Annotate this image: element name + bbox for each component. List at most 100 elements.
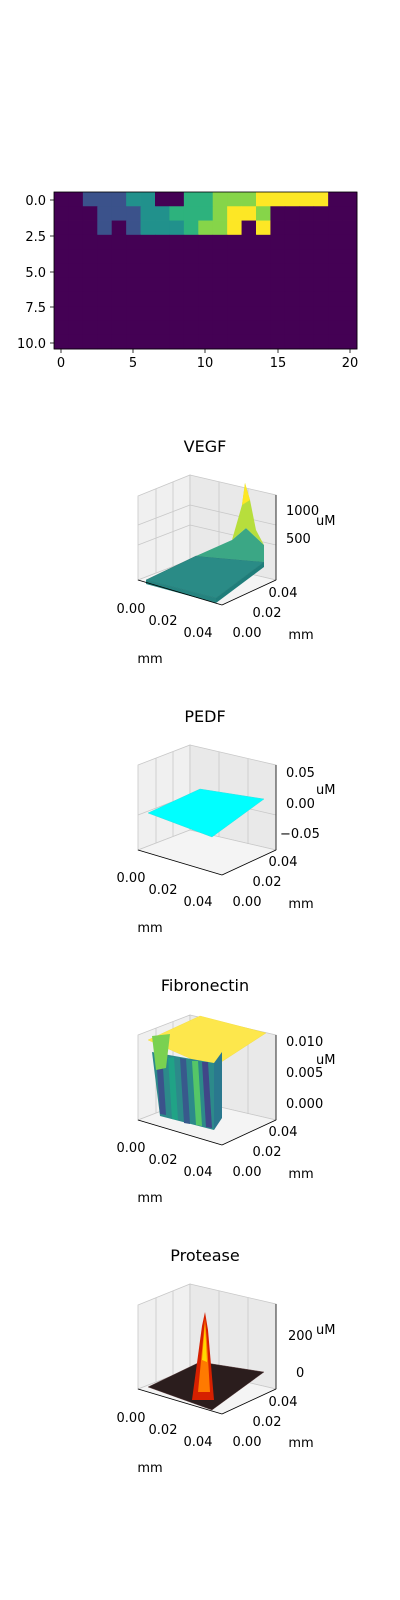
heatmap-cell <box>256 249 271 264</box>
heatmap-cell <box>241 249 257 264</box>
heatmap-cell <box>140 206 156 221</box>
heatmap-cell <box>328 192 343 207</box>
heatmap-cell <box>212 263 228 279</box>
heatmap-cell <box>111 277 127 293</box>
heatmap-cell <box>227 234 242 250</box>
heatmap-frame <box>53 191 358 350</box>
heatmap-cell <box>198 249 214 264</box>
heatmap-cell <box>299 192 315 207</box>
heatmap-cell <box>227 277 242 293</box>
heatmap-cell <box>97 220 113 236</box>
heatmap-cell <box>328 263 343 279</box>
protease-xlabel: mm <box>137 1461 162 1476</box>
pedf-x-tick-label: 0.02 <box>149 883 178 898</box>
heatmap-cell <box>256 192 271 207</box>
heatmap-cell <box>169 263 185 279</box>
heatmap-cell <box>313 220 329 236</box>
heatmap-cell <box>68 334 84 350</box>
heatmap-cell <box>126 249 141 264</box>
heatmap-cell <box>342 291 358 307</box>
pedf-axis-lines <box>137 765 277 876</box>
fibronectin-z-tick-label: 0.000 <box>286 1097 323 1112</box>
heatmap-cell <box>284 263 300 279</box>
vegf-z-tick-label: 1000 <box>286 504 319 519</box>
heatmap-cell <box>227 192 242 207</box>
heatmap-cell <box>284 320 300 336</box>
heatmap-cell <box>241 306 257 321</box>
heatmap-cell <box>97 320 113 336</box>
heatmap-cell <box>328 334 343 350</box>
heatmap-cell <box>284 206 300 221</box>
vegf-x-tick-label: 0.04 <box>184 626 213 641</box>
heatmap-cell <box>328 249 343 264</box>
heatmap-cell <box>82 220 98 236</box>
heatmap-cell <box>68 249 84 264</box>
heatmap-cell <box>82 334 98 350</box>
heatmap-cell <box>241 234 257 250</box>
heatmap-cell <box>284 306 300 321</box>
heatmap-cell <box>313 206 329 221</box>
heatmap-cell <box>82 206 98 221</box>
heatmap-cell <box>54 334 69 350</box>
vegf-x-tick-label: 0.00 <box>117 602 146 617</box>
heatmap-cell <box>256 291 271 307</box>
heatmap-cell <box>54 277 69 293</box>
heatmap-cell <box>342 192 358 207</box>
heatmap-cell <box>198 291 214 307</box>
heatmap-cell <box>270 334 286 350</box>
heatmap-cell <box>183 277 199 293</box>
heatmap-cell <box>82 249 98 264</box>
heatmap-cell <box>241 263 257 279</box>
fibronectin-y-tick-label: 0.00 <box>233 1165 262 1180</box>
heatmap-cell <box>212 334 228 350</box>
vegf-ylabel: mm <box>288 628 313 643</box>
pedf-xlabel: mm <box>137 921 162 936</box>
vegf-zlabel: uM <box>316 514 335 529</box>
heatmap-cell <box>270 320 286 336</box>
vegf-axis-lines <box>137 495 277 606</box>
heatmap-cell <box>140 192 156 207</box>
heatmap-cell <box>212 249 228 264</box>
heatmap-cell <box>227 206 242 221</box>
vegf-x-tick-label: 0.02 <box>149 614 178 629</box>
fibronectin-surface <box>147 1015 267 1130</box>
heatmap-cell <box>198 234 214 250</box>
heatmap-cell <box>155 334 170 350</box>
heatmap-x-tick-label: 0 <box>57 356 65 371</box>
fibronectin-y-tick-label: 0.02 <box>253 1145 282 1160</box>
heatmap-cell <box>313 263 329 279</box>
heatmap-cell <box>328 306 343 321</box>
heatmap-cell <box>313 320 329 336</box>
vegf-y-tick-label: 0.04 <box>269 586 298 601</box>
fibronectin-y-tick-label: 0.04 <box>269 1125 298 1140</box>
heatmap-cell <box>212 220 228 236</box>
heatmap-cell <box>68 291 84 307</box>
heatmap-cell <box>54 306 69 321</box>
heatmap-cell <box>140 263 156 279</box>
heatmap-cell <box>68 277 84 293</box>
heatmap-cells <box>54 192 358 350</box>
pedf-y-tick-label: 0.02 <box>253 875 282 890</box>
heatmap-cell <box>270 234 286 250</box>
fibronectin-panel: Fibronectin 0.00 0.02 0.04 mm 0 <box>117 976 336 1206</box>
heatmap-cell <box>68 320 84 336</box>
heatmap-cell <box>328 320 343 336</box>
heatmap-cell <box>284 334 300 350</box>
heatmap-cell <box>328 220 343 236</box>
heatmap-cell <box>82 192 98 207</box>
vegf-xlabel: mm <box>137 652 162 667</box>
heatmap-cell <box>155 220 170 236</box>
heatmap-cell <box>256 334 271 350</box>
vegf-surface <box>145 483 265 603</box>
fibronectin-z-tick-label: 0.005 <box>286 1066 323 1081</box>
heatmap-cell <box>169 206 185 221</box>
heatmap-cell <box>155 263 170 279</box>
heatmap-cell <box>183 334 199 350</box>
heatmap-cell <box>169 277 185 293</box>
heatmap-cell <box>82 263 98 279</box>
heatmap-cell <box>227 334 242 350</box>
heatmap-cell <box>140 291 156 307</box>
heatmap-cell <box>241 334 257 350</box>
heatmap-cell <box>270 206 286 221</box>
